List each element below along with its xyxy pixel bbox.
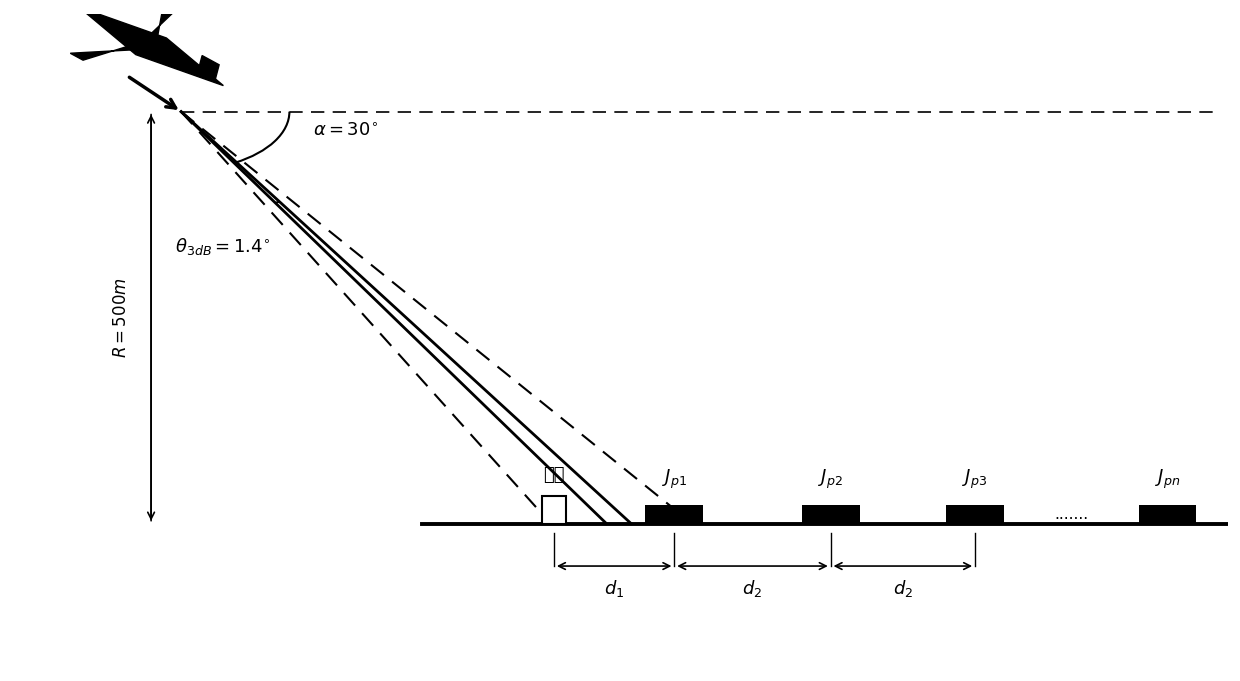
Text: $J_{pn}$: $J_{pn}$	[1154, 468, 1180, 491]
Text: $J_{p1}$: $J_{p1}$	[662, 468, 687, 491]
Bar	[946, 505, 1004, 524]
Polygon shape	[198, 56, 219, 81]
Text: $d_1$: $d_1$	[604, 577, 624, 599]
Text: .......: .......	[1054, 507, 1089, 522]
Bar	[1138, 505, 1197, 524]
Text: 目标: 目标	[543, 466, 564, 484]
Text: $J_{p2}$: $J_{p2}$	[818, 468, 843, 491]
Polygon shape	[79, 7, 223, 86]
Text: $d_2$: $d_2$	[743, 577, 763, 599]
Text: $R=500m$: $R=500m$	[113, 277, 129, 358]
Text: $\alpha=30^{\circ}$: $\alpha=30^{\circ}$	[314, 123, 378, 140]
Text: $d_2$: $d_2$	[893, 577, 913, 599]
Bar	[542, 496, 565, 524]
Text: $J_{p3}$: $J_{p3}$	[962, 468, 987, 491]
Text: $\theta_{3dB}=1.4^{\circ}$: $\theta_{3dB}=1.4^{\circ}$	[175, 236, 270, 257]
Polygon shape	[71, 3, 176, 60]
Bar	[802, 505, 859, 524]
Bar	[646, 505, 703, 524]
